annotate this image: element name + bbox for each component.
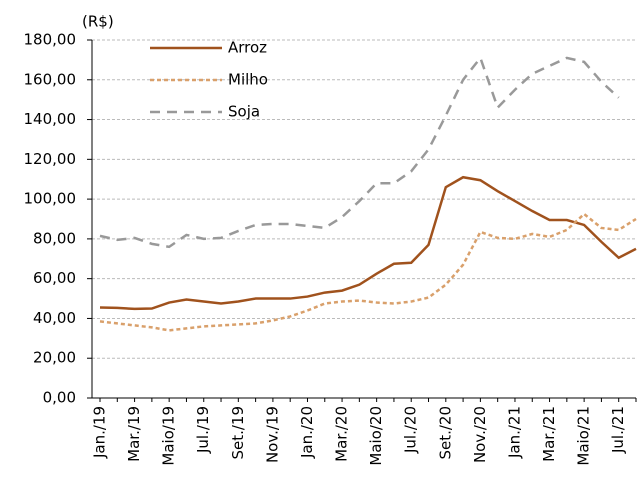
y-tick-label: 80,00 [33, 229, 76, 247]
x-tick-label: Set./20 [436, 406, 454, 460]
y-tick-label: 0,00 [43, 389, 76, 407]
y-tick-label: 180,00 [24, 31, 77, 49]
x-tick-label: Maio/21 [575, 406, 593, 466]
legend-label: Arroz [228, 39, 267, 57]
unit-label: (R$) [82, 13, 114, 31]
line-soja [99, 55, 620, 249]
y-tick-label: 40,00 [33, 309, 76, 327]
x-tick-label: Jul./19 [194, 406, 212, 454]
x-tick-label: Nov./19 [263, 406, 281, 463]
x-tick-label: Mar./21 [540, 406, 558, 462]
x-tick-label: Jul./20 [402, 406, 420, 454]
y-tick-label: 140,00 [24, 110, 77, 128]
y-tick-label: 120,00 [24, 150, 77, 168]
y-tick-label: 160,00 [24, 70, 77, 88]
x-tick-label: Nov./20 [471, 406, 489, 463]
x-tick-label: Maio/20 [367, 406, 385, 466]
x-tick-label: Jan./21 [505, 406, 523, 459]
x-tick-label: Maio/19 [160, 406, 178, 466]
x-tick-label: Jul./21 [609, 406, 627, 454]
x-tick-label: Set./19 [229, 406, 247, 460]
line-arroz [99, 175, 637, 311]
y-tick-label: 100,00 [24, 190, 77, 208]
x-tick-label: Jan./20 [298, 406, 316, 459]
y-tick-label: 60,00 [33, 269, 76, 287]
legend-label: Soja [228, 103, 260, 121]
x-tick-label: Jan./19 [91, 406, 109, 459]
legend-label: Milho [228, 71, 268, 89]
y-tick-label: 20,00 [33, 349, 76, 367]
x-tick-label: Mar./19 [125, 406, 143, 462]
line-milho [99, 212, 637, 332]
x-tick-label: Mar./20 [333, 406, 351, 462]
